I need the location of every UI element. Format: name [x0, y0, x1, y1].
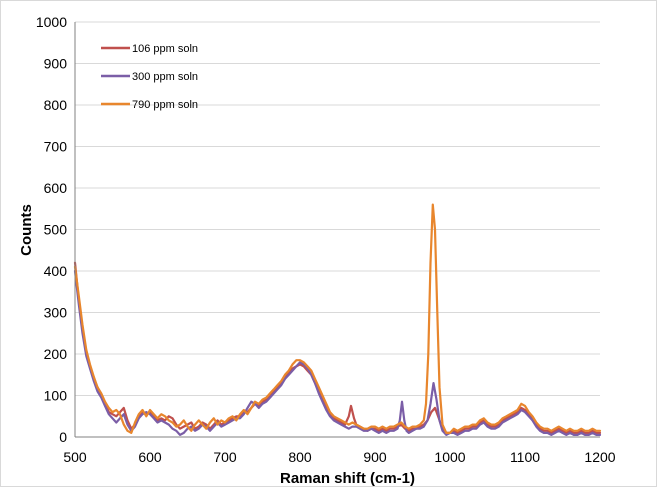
- x-tick-label: 1000: [434, 449, 465, 465]
- x-tick-label: 1200: [584, 449, 615, 465]
- y-tick-label: 100: [44, 388, 68, 404]
- series-line-2: [73, 203, 602, 434]
- gridlines: [75, 21, 600, 396]
- series-lines: [73, 203, 602, 436]
- legend-label: 106 ppm soln: [132, 43, 198, 55]
- x-tick-label: 900: [363, 449, 387, 465]
- y-tick-label: 400: [44, 263, 68, 279]
- y-tick-label: 700: [44, 139, 68, 155]
- y-tick-labels: 0 100 200 300 400 500 600 700 800 900 1000: [36, 14, 67, 445]
- y-tick-label: 800: [44, 97, 68, 113]
- x-tick-label: 800: [288, 449, 312, 465]
- y-tick-label: 500: [44, 222, 68, 238]
- series-line-1: [73, 269, 602, 436]
- x-tick-label: 1100: [510, 449, 540, 465]
- y-tick-label: 600: [44, 180, 68, 196]
- y-tick-label: 200: [44, 346, 68, 362]
- legend: 106 ppm soln 300 ppm soln 790 ppm soln: [101, 43, 198, 111]
- axes: [74, 22, 600, 438]
- y-tick-label: 300: [44, 305, 68, 321]
- y-tick-label: 900: [44, 56, 68, 72]
- series-line-0: [73, 261, 602, 434]
- y-tick-label: 0: [59, 429, 67, 445]
- x-tick-label: 600: [138, 449, 162, 465]
- x-axis-title: Raman shift (cm-1): [280, 470, 415, 487]
- y-axis-title: Counts: [18, 204, 35, 256]
- x-tick-label: 700: [213, 449, 237, 465]
- x-tick-label: 500: [63, 449, 87, 465]
- y-tick-label: 1000: [36, 14, 67, 30]
- legend-label: 790 ppm soln: [132, 99, 198, 111]
- x-tick-labels: 500 600 700 800 900 1000 1100 1200: [63, 449, 615, 465]
- legend-label: 300 ppm soln: [132, 71, 198, 83]
